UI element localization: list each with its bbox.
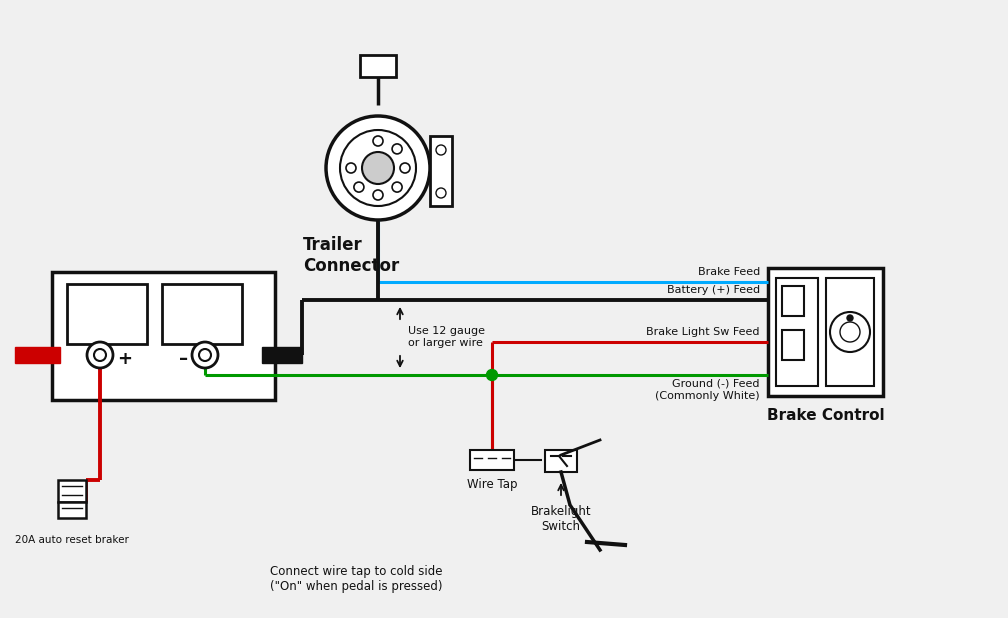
Text: Brake Light Sw Feed: Brake Light Sw Feed xyxy=(646,327,760,337)
Circle shape xyxy=(392,144,402,154)
Text: 20A auto reset braker: 20A auto reset braker xyxy=(15,535,129,545)
Circle shape xyxy=(847,315,853,321)
Text: Use 12 gauge
or larger wire: Use 12 gauge or larger wire xyxy=(408,326,485,348)
Circle shape xyxy=(373,190,383,200)
Circle shape xyxy=(830,312,870,352)
Bar xyxy=(52,272,275,400)
Circle shape xyxy=(362,152,394,184)
Bar xyxy=(67,284,147,344)
Text: –: – xyxy=(178,350,188,368)
Text: Ground (-) Feed
(Commonly White): Ground (-) Feed (Commonly White) xyxy=(655,379,760,400)
Bar xyxy=(58,480,86,502)
Bar xyxy=(545,450,577,472)
Bar xyxy=(782,330,804,360)
Bar xyxy=(262,347,302,363)
Bar xyxy=(782,286,804,316)
Bar xyxy=(826,278,874,386)
Circle shape xyxy=(354,182,364,192)
Circle shape xyxy=(94,349,106,361)
Circle shape xyxy=(346,163,356,173)
Circle shape xyxy=(392,182,402,192)
Circle shape xyxy=(436,145,446,155)
Bar xyxy=(58,502,86,518)
Circle shape xyxy=(840,322,860,342)
Bar xyxy=(15,347,60,363)
Circle shape xyxy=(192,342,218,368)
Circle shape xyxy=(340,130,416,206)
Text: +: + xyxy=(117,350,132,368)
Bar xyxy=(470,450,514,470)
Bar xyxy=(430,136,452,206)
Text: Connect wire tap to cold side
("On" when pedal is pressed): Connect wire tap to cold side ("On" when… xyxy=(270,565,443,593)
Text: Brake Feed: Brake Feed xyxy=(698,267,760,277)
Text: Brakelight
Switch: Brakelight Switch xyxy=(530,505,592,533)
Text: Battery (+) Feed: Battery (+) Feed xyxy=(667,285,760,295)
Bar xyxy=(360,55,396,77)
Text: Brake Control: Brake Control xyxy=(767,408,884,423)
Circle shape xyxy=(487,370,498,381)
Bar xyxy=(776,278,818,386)
Circle shape xyxy=(436,188,446,198)
Circle shape xyxy=(400,163,410,173)
Circle shape xyxy=(373,136,383,146)
Circle shape xyxy=(326,116,430,220)
Text: Wire Tap: Wire Tap xyxy=(467,478,517,491)
Bar xyxy=(768,268,883,396)
Circle shape xyxy=(87,342,113,368)
Circle shape xyxy=(199,349,211,361)
Bar xyxy=(162,284,242,344)
Text: Trailer
Connector: Trailer Connector xyxy=(303,236,399,275)
